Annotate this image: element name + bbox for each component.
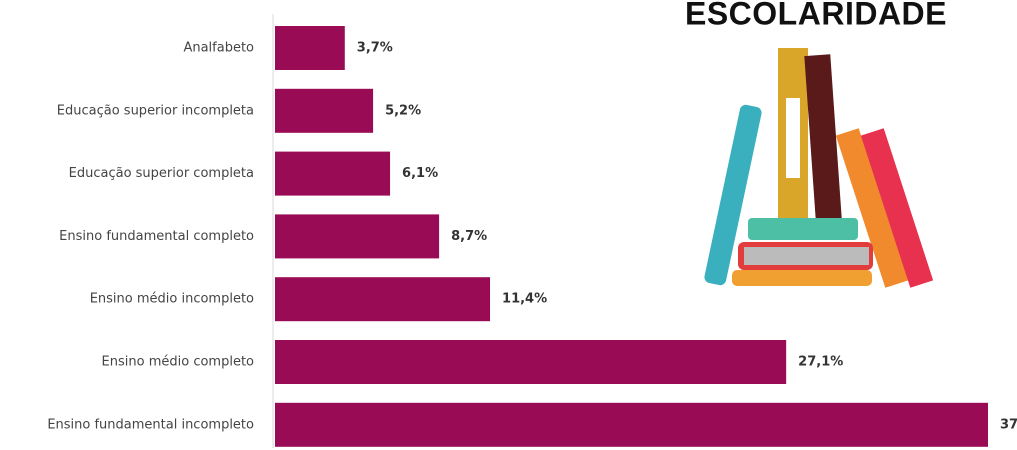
value-label: 8,7% xyxy=(451,229,487,244)
bar xyxy=(275,277,491,322)
category-label: Analfabeto xyxy=(183,41,254,56)
book xyxy=(748,218,858,240)
value-label: 27,1% xyxy=(798,355,843,370)
bar xyxy=(275,402,988,447)
book xyxy=(704,104,762,286)
book xyxy=(835,128,909,288)
book xyxy=(804,54,842,221)
bar xyxy=(275,26,345,70)
value-label: 6,1% xyxy=(402,166,438,181)
book xyxy=(732,270,872,286)
value-label: 37,8% xyxy=(1000,417,1017,432)
category-label: Ensino médio incompleto xyxy=(90,292,254,307)
chart-title: ESCOLARIDADE xyxy=(685,0,947,31)
bar xyxy=(275,340,787,384)
bar xyxy=(275,88,374,133)
category-label: Ensino fundamental completo xyxy=(59,229,254,244)
books-illustration xyxy=(704,48,934,288)
book-pages xyxy=(744,247,869,265)
category-label: Educação superior completa xyxy=(69,166,254,181)
book-label xyxy=(786,98,800,178)
bar xyxy=(275,214,440,259)
value-label: 11,4% xyxy=(502,292,547,307)
book xyxy=(860,128,934,288)
category-label: Ensino médio completo xyxy=(102,355,254,370)
value-label: 3,7% xyxy=(357,41,393,56)
category-label: Educação superior incompleta xyxy=(57,103,254,118)
value-label: 5,2% xyxy=(385,103,421,118)
bar xyxy=(275,151,391,196)
category-label: Ensino fundamental incompleto xyxy=(47,417,254,432)
